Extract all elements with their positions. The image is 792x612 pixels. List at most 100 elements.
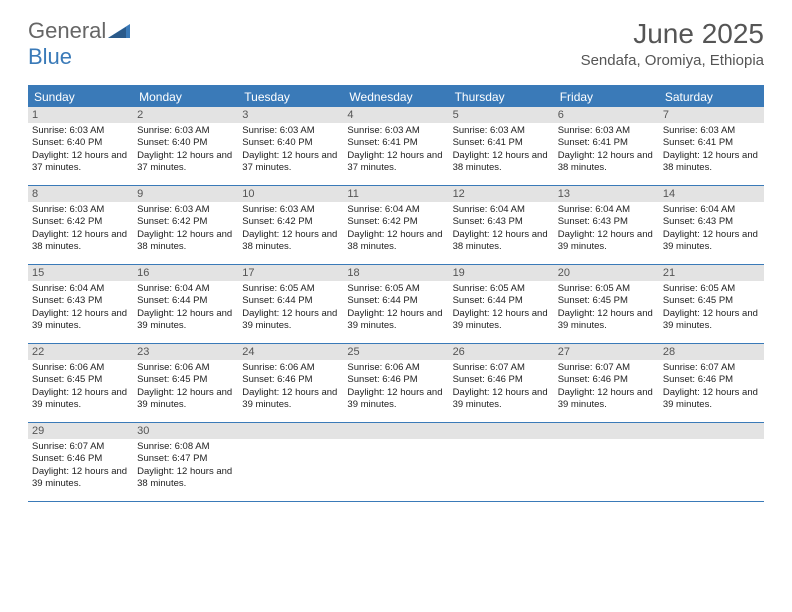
day-number: 21 bbox=[659, 265, 764, 281]
day-number: 17 bbox=[238, 265, 343, 281]
day-cell: 8Sunrise: 6:03 AMSunset: 6:42 PMDaylight… bbox=[28, 186, 133, 264]
weekday-thursday: Thursday bbox=[449, 87, 554, 107]
day-info: Sunrise: 6:07 AMSunset: 6:46 PMDaylight:… bbox=[28, 439, 133, 494]
day-info: Sunrise: 6:07 AMSunset: 6:46 PMDaylight:… bbox=[554, 360, 659, 415]
day-number: 3 bbox=[238, 107, 343, 123]
weekday-monday: Monday bbox=[133, 87, 238, 107]
day-info: Sunrise: 6:06 AMSunset: 6:45 PMDaylight:… bbox=[28, 360, 133, 415]
day-info: Sunrise: 6:06 AMSunset: 6:46 PMDaylight:… bbox=[238, 360, 343, 415]
day-info: Sunrise: 6:05 AMSunset: 6:44 PMDaylight:… bbox=[449, 281, 554, 336]
day-info: Sunrise: 6:03 AMSunset: 6:42 PMDaylight:… bbox=[28, 202, 133, 257]
day-info: Sunrise: 6:05 AMSunset: 6:44 PMDaylight:… bbox=[238, 281, 343, 336]
day-info: Sunrise: 6:03 AMSunset: 6:40 PMDaylight:… bbox=[238, 123, 343, 178]
weekday-wednesday: Wednesday bbox=[343, 87, 448, 107]
day-info: Sunrise: 6:04 AMSunset: 6:43 PMDaylight:… bbox=[554, 202, 659, 257]
header: General June 2025 Sendafa, Oromiya, Ethi… bbox=[0, 0, 792, 77]
day-cell: 12Sunrise: 6:04 AMSunset: 6:43 PMDayligh… bbox=[449, 186, 554, 264]
day-cell: 25Sunrise: 6:06 AMSunset: 6:46 PMDayligh… bbox=[343, 344, 448, 422]
day-cell: 14Sunrise: 6:04 AMSunset: 6:43 PMDayligh… bbox=[659, 186, 764, 264]
weekday-friday: Friday bbox=[554, 87, 659, 107]
day-cell: 29Sunrise: 6:07 AMSunset: 6:46 PMDayligh… bbox=[28, 423, 133, 501]
day-number bbox=[238, 423, 343, 439]
day-number: 5 bbox=[449, 107, 554, 123]
day-info: Sunrise: 6:03 AMSunset: 6:41 PMDaylight:… bbox=[343, 123, 448, 178]
calendar: SundayMondayTuesdayWednesdayThursdayFrid… bbox=[28, 85, 764, 502]
day-number: 2 bbox=[133, 107, 238, 123]
day-cell: 5Sunrise: 6:03 AMSunset: 6:41 PMDaylight… bbox=[449, 107, 554, 185]
empty-cell bbox=[554, 423, 659, 501]
day-number: 11 bbox=[343, 186, 448, 202]
day-info: Sunrise: 6:05 AMSunset: 6:44 PMDaylight:… bbox=[343, 281, 448, 336]
day-cell: 24Sunrise: 6:06 AMSunset: 6:46 PMDayligh… bbox=[238, 344, 343, 422]
day-info: Sunrise: 6:03 AMSunset: 6:42 PMDaylight:… bbox=[133, 202, 238, 257]
day-number: 29 bbox=[28, 423, 133, 439]
day-number: 18 bbox=[343, 265, 448, 281]
day-number: 20 bbox=[554, 265, 659, 281]
month-title: June 2025 bbox=[581, 18, 764, 50]
day-info: Sunrise: 6:03 AMSunset: 6:41 PMDaylight:… bbox=[554, 123, 659, 178]
day-number: 9 bbox=[133, 186, 238, 202]
weekday-saturday: Saturday bbox=[659, 87, 764, 107]
day-cell: 7Sunrise: 6:03 AMSunset: 6:41 PMDaylight… bbox=[659, 107, 764, 185]
empty-cell bbox=[659, 423, 764, 501]
day-info: Sunrise: 6:03 AMSunset: 6:41 PMDaylight:… bbox=[449, 123, 554, 178]
title-block: June 2025 Sendafa, Oromiya, Ethiopia bbox=[581, 18, 764, 69]
calendar-body: 1 Sunrise: 6:03 AMSunset: 6:40 PMDaylight… bbox=[28, 107, 764, 502]
day-number: 30 bbox=[133, 423, 238, 439]
day-info: Sunrise: 6:04 AMSunset: 6:43 PMDaylight:… bbox=[659, 202, 764, 257]
weekday-sunday: Sunday bbox=[28, 87, 133, 107]
day-number bbox=[659, 423, 764, 439]
day-info: Sunrise: 6:04 AMSunset: 6:43 PMDaylight:… bbox=[449, 202, 554, 257]
day-cell: 20Sunrise: 6:05 AMSunset: 6:45 PMDayligh… bbox=[554, 265, 659, 343]
logo-triangle-icon bbox=[108, 18, 130, 44]
week-row: 1 Sunrise: 6:03 AMSunset: 6:40 PMDaylight… bbox=[28, 107, 764, 186]
weekday-tuesday: Tuesday bbox=[238, 87, 343, 107]
week-row: 8Sunrise: 6:03 AMSunset: 6:42 PMDaylight… bbox=[28, 186, 764, 265]
week-row: 15Sunrise: 6:04 AMSunset: 6:43 PMDayligh… bbox=[28, 265, 764, 344]
day-number: 8 bbox=[28, 186, 133, 202]
day-info: Sunrise: 6:04 AMSunset: 6:43 PMDaylight:… bbox=[28, 281, 133, 336]
day-cell: 23Sunrise: 6:06 AMSunset: 6:45 PMDayligh… bbox=[133, 344, 238, 422]
day-info: Sunrise: 6:05 AMSunset: 6:45 PMDaylight:… bbox=[659, 281, 764, 336]
day-number bbox=[554, 423, 659, 439]
day-info: Sunrise: 6:07 AMSunset: 6:46 PMDaylight:… bbox=[659, 360, 764, 415]
day-info: Sunrise: 6:06 AMSunset: 6:46 PMDaylight:… bbox=[343, 360, 448, 415]
day-number: 14 bbox=[659, 186, 764, 202]
day-cell: 30Sunrise: 6:08 AMSunset: 6:47 PMDayligh… bbox=[133, 423, 238, 501]
day-cell: 13Sunrise: 6:04 AMSunset: 6:43 PMDayligh… bbox=[554, 186, 659, 264]
day-number: 4 bbox=[343, 107, 448, 123]
empty-cell bbox=[343, 423, 448, 501]
day-info: Sunrise: 6:04 AMSunset: 6:42 PMDaylight:… bbox=[343, 202, 448, 257]
day-cell: 15Sunrise: 6:04 AMSunset: 6:43 PMDayligh… bbox=[28, 265, 133, 343]
day-number: 12 bbox=[449, 186, 554, 202]
day-number: 19 bbox=[449, 265, 554, 281]
day-number: 26 bbox=[449, 344, 554, 360]
day-cell: 3Sunrise: 6:03 AMSunset: 6:40 PMDaylight… bbox=[238, 107, 343, 185]
day-info: Sunrise: 6:04 AMSunset: 6:44 PMDaylight:… bbox=[133, 281, 238, 336]
day-cell: 28Sunrise: 6:07 AMSunset: 6:46 PMDayligh… bbox=[659, 344, 764, 422]
day-cell: 17Sunrise: 6:05 AMSunset: 6:44 PMDayligh… bbox=[238, 265, 343, 343]
day-cell: 11Sunrise: 6:04 AMSunset: 6:42 PMDayligh… bbox=[343, 186, 448, 264]
day-info: Sunrise: 6:03 AMSunset: 6:42 PMDaylight:… bbox=[238, 202, 343, 257]
day-number: 13 bbox=[554, 186, 659, 202]
logo-text-general: General bbox=[28, 18, 106, 44]
day-number: 25 bbox=[343, 344, 448, 360]
day-cell: 10Sunrise: 6:03 AMSunset: 6:42 PMDayligh… bbox=[238, 186, 343, 264]
day-number: 27 bbox=[554, 344, 659, 360]
day-number: 7 bbox=[659, 107, 764, 123]
day-cell: 18Sunrise: 6:05 AMSunset: 6:44 PMDayligh… bbox=[343, 265, 448, 343]
logo-text-blue: Blue bbox=[28, 44, 72, 70]
weekday-header-row: SundayMondayTuesdayWednesdayThursdayFrid… bbox=[28, 87, 764, 107]
day-cell: 22Sunrise: 6:06 AMSunset: 6:45 PMDayligh… bbox=[28, 344, 133, 422]
day-cell: 26Sunrise: 6:07 AMSunset: 6:46 PMDayligh… bbox=[449, 344, 554, 422]
day-cell: 4Sunrise: 6:03 AMSunset: 6:41 PMDaylight… bbox=[343, 107, 448, 185]
week-row: 22Sunrise: 6:06 AMSunset: 6:45 PMDayligh… bbox=[28, 344, 764, 423]
day-info: Sunrise: 6:03 AMSunset: 6:41 PMDaylight:… bbox=[659, 123, 764, 178]
day-number: 1 bbox=[28, 107, 133, 123]
day-cell: 6Sunrise: 6:03 AMSunset: 6:41 PMDaylight… bbox=[554, 107, 659, 185]
empty-cell bbox=[449, 423, 554, 501]
day-number bbox=[449, 423, 554, 439]
day-number: 23 bbox=[133, 344, 238, 360]
day-number: 28 bbox=[659, 344, 764, 360]
day-number: 15 bbox=[28, 265, 133, 281]
